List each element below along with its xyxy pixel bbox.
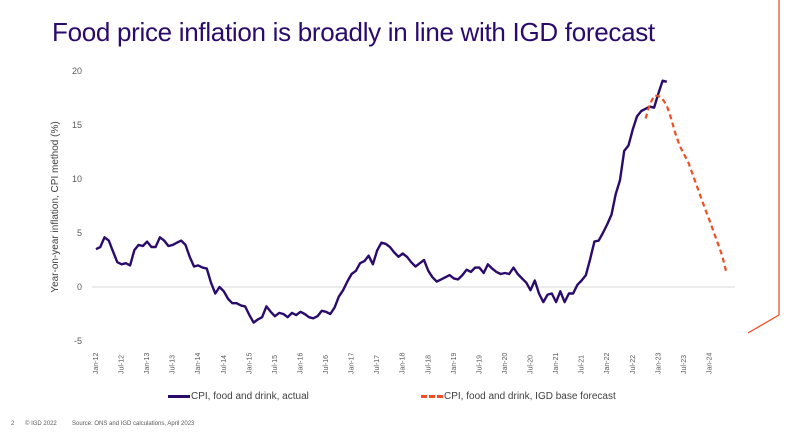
slide-accent-bracket <box>747 0 780 334</box>
x-tick-label: Jul-21 <box>579 355 586 374</box>
series-actual-line <box>95 79 668 324</box>
x-tick-label: Jul-15 <box>272 355 279 374</box>
x-tick-label: Jan-16 <box>297 352 304 374</box>
x-tick-label: Jul-12 <box>119 355 126 374</box>
y-tick-label: -5 <box>74 336 82 346</box>
x-axis: Jan-12 Jul-12 Jan-13 Jul-13 Jan-14 Jul-14 Jan-… <box>93 352 713 374</box>
y-tick-label: 5 <box>77 228 82 238</box>
y-axis-label: Year-on-year inflation, CPI method (%) <box>50 121 61 292</box>
legend-label: CPI, food and drink, IGD base forecast <box>444 391 616 402</box>
copyright: © IGD 2022 <box>25 421 57 427</box>
legend-item-forecast: CPI, food and drink, IGD base forecast <box>421 391 616 402</box>
x-tick-label: Jul-23 <box>681 355 688 374</box>
x-tick-label: Jul-20 <box>528 355 535 374</box>
y-tick-label: 0 <box>77 282 82 292</box>
x-tick-label: Jan-24 <box>706 352 713 374</box>
slide-title: Food price inflation is broadly in line … <box>52 17 655 47</box>
x-tick-label: Jan-21 <box>553 352 560 374</box>
y-tick-label: 15 <box>72 120 82 130</box>
y-tick-label: 20 <box>72 66 82 76</box>
x-tick-label: Jul-18 <box>425 355 432 374</box>
page-number: 2 <box>11 421 15 427</box>
x-tick-label: Jan-20 <box>502 352 509 374</box>
x-tick-label: Jul-13 <box>170 355 177 374</box>
legend-label: CPI, food and drink, actual <box>191 391 309 402</box>
series-layer <box>95 79 728 324</box>
legend-swatch-solid <box>168 395 190 398</box>
x-tick-label: Jan-17 <box>349 352 356 374</box>
source-note: Source: ONS and IGD calculations, April … <box>72 421 195 427</box>
x-tick-label: Jul-16 <box>323 355 330 374</box>
x-tick-label: Jan-12 <box>93 352 100 374</box>
x-tick-label: Jul-14 <box>221 355 228 374</box>
x-tick-label: Jan-19 <box>451 352 458 374</box>
x-tick-label: Jul-19 <box>476 355 483 374</box>
legend-swatch-dashed <box>421 395 443 398</box>
x-tick-label: Jan-14 <box>195 352 202 374</box>
x-tick-label: Jan-13 <box>144 352 151 374</box>
legend-item-actual: CPI, food and drink, actual <box>168 391 309 402</box>
x-tick-label: Jan-22 <box>604 352 611 374</box>
accent-diagonal-line <box>747 314 780 334</box>
x-tick-label: Jul-17 <box>374 355 381 374</box>
y-tick-label: 10 <box>72 174 82 184</box>
x-tick-label: Jul-22 <box>630 355 637 374</box>
series-forecast-line <box>644 94 728 274</box>
x-tick-label: Jan-23 <box>655 352 662 374</box>
y-axis: 20 15 10 5 0 -5 <box>72 66 82 346</box>
x-tick-label: Jan-18 <box>400 352 407 374</box>
x-tick-label: Jan-15 <box>246 352 253 374</box>
